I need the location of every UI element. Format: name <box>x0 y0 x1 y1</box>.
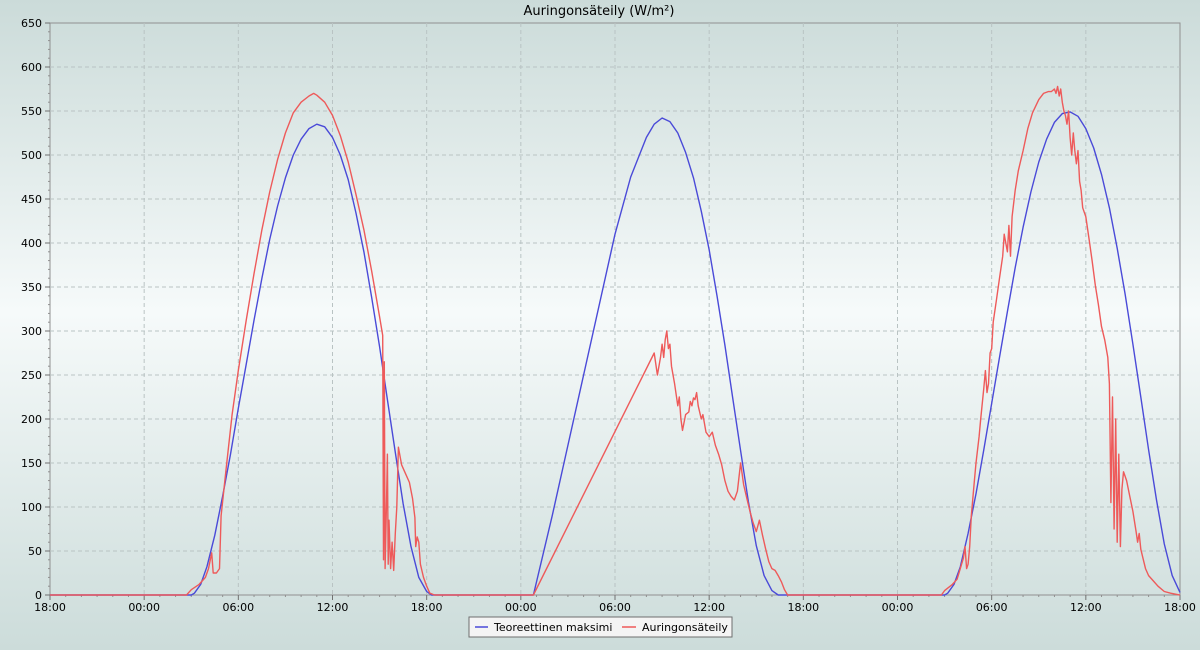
y-tick-label: 600 <box>21 61 42 74</box>
y-tick-label: 650 <box>21 17 42 30</box>
legend-label-teoreettinen-maksimi: Teoreettinen maksimi <box>493 621 612 634</box>
y-tick-label: 0 <box>35 589 42 602</box>
x-tick-label: 18:00 <box>34 601 66 614</box>
y-tick-label: 50 <box>28 545 42 558</box>
y-tick-label: 300 <box>21 325 42 338</box>
x-tick-label: 12:00 <box>693 601 725 614</box>
series-line-auringonsateily <box>50 85 1181 596</box>
legend-box <box>468 616 733 638</box>
y-tick-label: 200 <box>21 413 42 426</box>
x-tick-label: 18:00 <box>787 601 819 614</box>
series <box>50 85 1181 596</box>
x-tick-label: 00:00 <box>882 601 914 614</box>
y-tick-label: 350 <box>21 281 42 294</box>
axes: 0 50 100 150 200 250 300 350 400 450 500 550 600 650 1… <box>21 17 1196 614</box>
y-tick-label: 150 <box>21 457 42 470</box>
series-line-teoreettinen-maksimi <box>50 111 1181 596</box>
legend-label-auringonsateily: Auringonsäteily <box>642 621 728 634</box>
chart-title: Auringonsäteily (W/m²) <box>524 4 675 19</box>
y-tick-label: 550 <box>21 105 42 118</box>
y-tick-label: 100 <box>21 501 42 514</box>
x-tick-label: 00:00 <box>128 601 160 614</box>
grid <box>50 23 1180 595</box>
y-tick-label: 450 <box>21 193 42 206</box>
x-tick-label: 18:00 <box>411 601 443 614</box>
x-tick-label: 00:00 <box>505 601 537 614</box>
y-tick-label: 400 <box>21 237 42 250</box>
x-tick-label: 06:00 <box>976 601 1008 614</box>
x-tick-label: 18:00 <box>1164 601 1196 614</box>
y-tick-label: 250 <box>21 369 42 382</box>
y-tick-label: 500 <box>21 149 42 162</box>
legend: Teoreettinen maksimi Auringonsäteily <box>468 616 733 638</box>
x-tick-label: 06:00 <box>222 601 254 614</box>
x-tick-label: 12:00 <box>317 601 349 614</box>
x-tick-label: 12:00 <box>1070 601 1102 614</box>
x-tick-label: 06:00 <box>599 601 631 614</box>
